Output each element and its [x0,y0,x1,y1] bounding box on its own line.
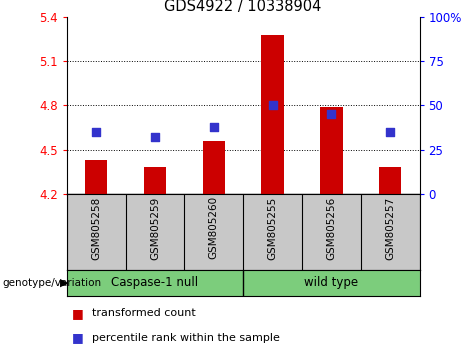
Text: GSM805258: GSM805258 [91,196,101,259]
Bar [85,160,107,194]
Point [269,103,276,108]
Point [151,135,159,140]
Text: transformed count: transformed count [92,308,196,318]
Point [386,129,394,135]
Bar [320,107,343,194]
Bar [379,167,401,194]
Text: percentile rank within the sample: percentile rank within the sample [92,333,280,343]
Point [210,124,218,130]
Text: ■: ■ [71,307,83,320]
Text: GSM805255: GSM805255 [267,196,278,259]
Text: wild type: wild type [304,276,358,289]
Title: GDS4922 / 10338904: GDS4922 / 10338904 [165,0,322,15]
Text: GSM805259: GSM805259 [150,196,160,259]
Text: GSM805257: GSM805257 [385,196,395,259]
Point [328,112,335,117]
Text: GSM805260: GSM805260 [209,196,219,259]
Bar [203,141,225,194]
Point [93,129,100,135]
Text: genotype/variation: genotype/variation [2,278,101,288]
Text: ▶: ▶ [60,278,68,288]
Text: ■: ■ [71,331,83,344]
Text: GSM805256: GSM805256 [326,196,337,259]
Bar [144,167,166,194]
Text: Caspase-1 null: Caspase-1 null [112,276,199,289]
Bar [261,35,284,194]
